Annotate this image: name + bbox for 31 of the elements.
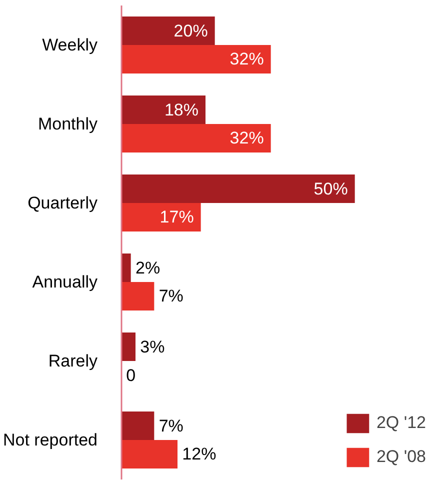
bar [122,282,154,310]
data-label: 32% [230,50,264,69]
y-tick-label: Not reported [3,430,98,450]
bar [122,412,154,440]
y-tick-label: Quarterly [28,194,98,212]
y-tick-label: Annually [32,272,98,292]
bar [122,332,136,361]
data-label: 32% [230,128,264,148]
data-label: 7% [158,416,184,436]
legend-label: 2Q '08 [376,447,426,467]
y-tick-label: Monthly [38,114,98,134]
data-label: 7% [158,286,184,306]
data-label: 2% [136,258,160,278]
bar [122,16,215,45]
data-label: 3% [140,337,165,356]
data-label: 0 [126,366,136,386]
y-tick-label: Rarely [48,352,98,370]
bar [122,440,178,468]
data-label: 50% [314,179,348,198]
bar [122,174,355,203]
data-label: 12% [182,444,216,464]
y-tick-label: Weekly [42,36,98,54]
bar [122,45,271,74]
bar [122,124,271,152]
bar [122,254,131,282]
data-label: 17% [160,208,194,227]
bar [122,203,201,232]
legend-label: 2Q '12 [376,413,426,433]
data-label: 20% [174,21,208,40]
data-label: 18% [164,100,199,120]
bar [122,96,206,124]
